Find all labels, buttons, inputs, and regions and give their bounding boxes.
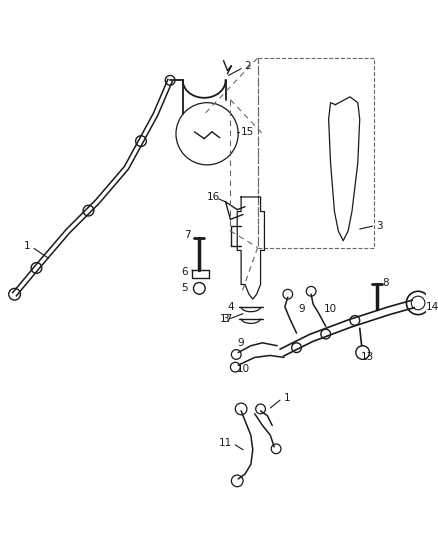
Text: 10: 10	[324, 304, 337, 314]
Text: 15: 15	[241, 127, 254, 137]
Text: 16: 16	[207, 192, 220, 202]
Text: 9: 9	[238, 338, 244, 348]
Bar	[258, 58, 374, 247]
Text: 1: 1	[24, 240, 31, 251]
Text: 13: 13	[361, 352, 374, 362]
Text: 1: 1	[283, 393, 290, 403]
Text: 7: 7	[184, 230, 191, 240]
Text: 9: 9	[298, 304, 305, 314]
Text: 14: 14	[426, 302, 438, 312]
Text: 3: 3	[222, 313, 229, 324]
Text: 3: 3	[376, 221, 382, 231]
Text: 5: 5	[181, 284, 188, 293]
Text: 11: 11	[219, 438, 232, 448]
Text: 10: 10	[237, 364, 250, 374]
Text: 17: 17	[220, 313, 233, 324]
Text: 6: 6	[181, 267, 188, 277]
Text: 4: 4	[227, 302, 234, 312]
Text: 8: 8	[383, 278, 389, 287]
Text: 2: 2	[244, 61, 251, 71]
